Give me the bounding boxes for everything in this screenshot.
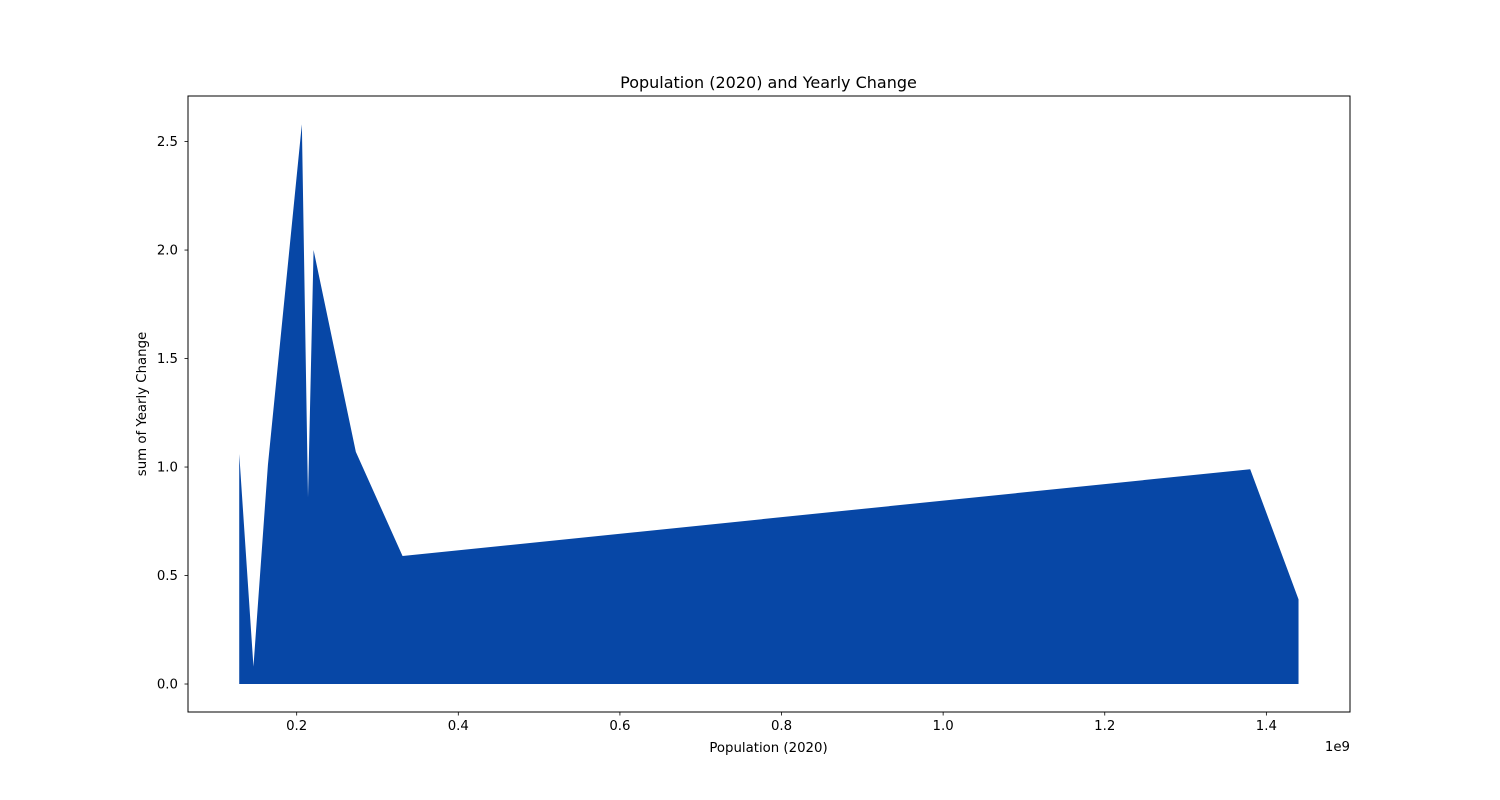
x-tick-label: 0.8 [771,719,792,734]
axes-frame [187,95,1351,713]
y-axis: 0.0 0.5 1.0 1.5 2.0 2.5 [157,135,188,693]
chart-title: Population (2020) and Yearly Change [620,73,917,92]
x-tick-label: 1.4 [1256,719,1277,734]
y-tick-label: 0.5 [157,569,178,584]
x-axis-label: Population (2020) [709,741,827,756]
x-tick-label: 1.2 [1094,719,1115,734]
y-tick-label: 0.0 [157,678,178,693]
x-tick-label: 1.0 [933,719,954,734]
x-tick-label: 0.2 [286,719,307,734]
y-tick-label: 1.5 [157,352,178,367]
x-tick-label: 0.6 [609,719,630,734]
plot-area [239,124,1299,685]
y-tick-label: 2.5 [157,135,178,150]
area-series-0 [239,124,1299,685]
y-axis-label: sum of Yearly Change [135,332,150,476]
x-axis: 0.2 0.4 0.6 0.8 1.0 1.2 1.4 [286,712,1277,734]
y-tick-label: 1.0 [157,461,178,476]
x-axis-offset-label: 1e9 [1325,740,1350,755]
y-tick-label: 2.0 [157,244,178,259]
x-tick-label: 0.4 [448,719,469,734]
